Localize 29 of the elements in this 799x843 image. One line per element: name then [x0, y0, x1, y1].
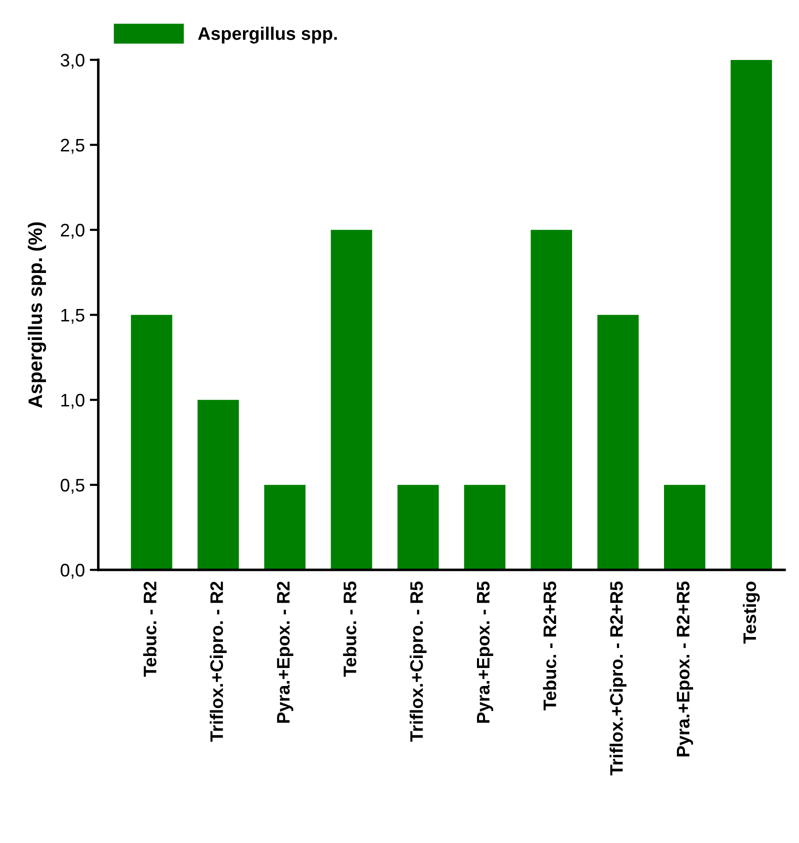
x-tick-label: Pyra.+Epox. - R2+R5: [676, 581, 694, 756]
bar: [530, 230, 572, 570]
y-tick-label: 2,5: [60, 138, 84, 154]
y-tick-label: 0,5: [60, 478, 84, 494]
bar: [397, 484, 439, 570]
x-tick-label: Testigo: [742, 582, 760, 644]
bar: [330, 230, 372, 570]
x-tick-label: Tebuc. - R2: [143, 582, 156, 677]
x-tick-label: Triflox.+Cipro. - R5: [410, 581, 427, 742]
legend-label: Aspergillus spp.: [198, 26, 337, 44]
bar: [597, 314, 639, 570]
y-tick-label: 2,0: [60, 224, 84, 239]
x-tick-label: Triflox.+Cipro. - R2+R5: [610, 581, 626, 776]
y-tick-label: 1,0: [61, 394, 84, 409]
x-tick-label: Pyra.+Epox. - R2: [276, 582, 294, 723]
x-tick-label: Triflox.+Cipro. - R2: [210, 582, 227, 742]
y-axis-title: Aspergillus spp. (%): [28, 222, 46, 408]
x-tick-label: Tebuc. - R2+R5: [542, 581, 556, 710]
y-tick-label: 0,0: [60, 564, 84, 579]
y-tick-label: 3,0: [60, 54, 84, 69]
bar: [264, 484, 306, 570]
y-tick-label: 1,5: [61, 308, 84, 324]
bar: [130, 314, 172, 570]
bar: [664, 484, 706, 570]
bar: [198, 400, 239, 570]
bar: [730, 60, 772, 570]
bar: [464, 484, 506, 570]
x-tick-label: Tebuc. - R5: [343, 581, 356, 677]
x-tick-label: Pyra.+Epox. - R5: [477, 581, 494, 723]
